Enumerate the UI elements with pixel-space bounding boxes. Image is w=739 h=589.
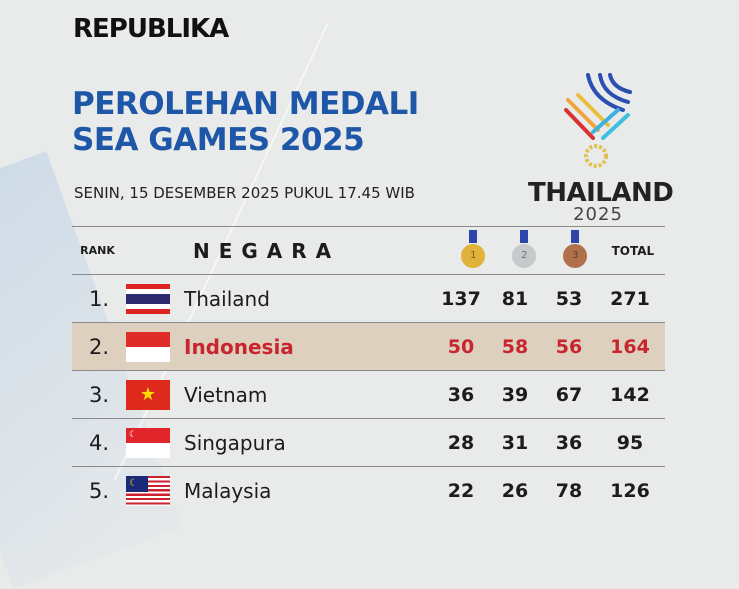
gold-count: 137 — [441, 287, 481, 310]
rank: 1. — [88, 286, 110, 311]
logo-year: 2025 — [573, 204, 623, 225]
gold-medal-icon: 1 — [448, 229, 499, 268]
header-rank: RANK — [80, 244, 115, 257]
sea-games-emblem-icon — [564, 73, 632, 168]
bronze-medal-icon: 3 — [550, 229, 601, 268]
gold-count: 28 — [447, 431, 475, 454]
silver-count: 81 — [501, 287, 529, 310]
table-row: 4. ☾ Singapura 28 31 36 95 — [72, 418, 665, 466]
bronze-count: 78 — [555, 479, 583, 502]
rank: 4. — [88, 430, 110, 455]
bronze-count: 67 — [555, 383, 583, 406]
vietnam-flag-icon: ★ — [126, 379, 170, 410]
bronze-count: 36 — [555, 431, 583, 454]
page-title: PEROLEHAN MEDALI SEA GAMES 2025 — [72, 86, 419, 158]
country-name: Singapura — [184, 430, 286, 455]
logo-name: THAILAND — [528, 178, 674, 208]
country-name: Indonesia — [184, 334, 294, 359]
total-count: 271 — [610, 287, 650, 310]
gold-count: 22 — [447, 479, 475, 502]
silver-count: 39 — [501, 383, 529, 406]
date-text: SENIN, 15 DESEMBER 2025 PUKUL 17.45 WIB — [74, 184, 415, 202]
header-country: NEGARA — [192, 238, 341, 263]
table-row-highlighted: 2. Indonesia 50 58 56 164 — [72, 322, 665, 370]
brand-logo: REPUBLIKA — [73, 14, 229, 44]
medal-table: RANK NEGARA 1 2 3 TOTAL 1. Thailand 137 … — [72, 226, 665, 514]
silver-medal-icon: 2 — [499, 229, 550, 268]
indonesia-flag-icon — [126, 331, 170, 362]
thailand-flag-icon — [126, 283, 170, 314]
silver-count: 31 — [501, 431, 529, 454]
country-name: Thailand — [184, 286, 270, 311]
title-line-2: SEA GAMES 2025 — [72, 122, 365, 158]
title-line-1: PEROLEHAN MEDALI — [72, 86, 419, 122]
silver-count: 58 — [501, 335, 529, 358]
country-name: Vietnam — [184, 382, 268, 407]
gold-count: 36 — [447, 383, 475, 406]
total-count: 95 — [616, 431, 644, 454]
rank: 2. — [88, 334, 110, 359]
gold-count: 50 — [447, 335, 475, 358]
table-header: RANK NEGARA 1 2 3 TOTAL — [72, 226, 665, 274]
total-count: 142 — [610, 383, 650, 406]
total-count: 164 — [610, 335, 650, 358]
singapore-flag-icon: ☾ — [126, 427, 170, 458]
total-count: 126 — [610, 479, 650, 502]
sea-games-logo: THAILAND 2025 — [528, 70, 674, 225]
table-row: 1. Thailand 137 81 53 271 — [72, 274, 665, 322]
rank: 3. — [88, 382, 110, 407]
table-row: 5. ☾ Malaysia 22 26 78 126 — [72, 466, 665, 514]
malaysia-flag-icon: ☾ — [126, 475, 170, 506]
bronze-count: 56 — [555, 335, 583, 358]
header-total: TOTAL — [611, 243, 655, 258]
rank: 5. — [88, 478, 110, 503]
country-name: Malaysia — [184, 478, 272, 503]
silver-count: 26 — [501, 479, 529, 502]
table-row: 3. ★ Vietnam 36 39 67 142 — [72, 370, 665, 418]
bronze-count: 53 — [555, 287, 583, 310]
